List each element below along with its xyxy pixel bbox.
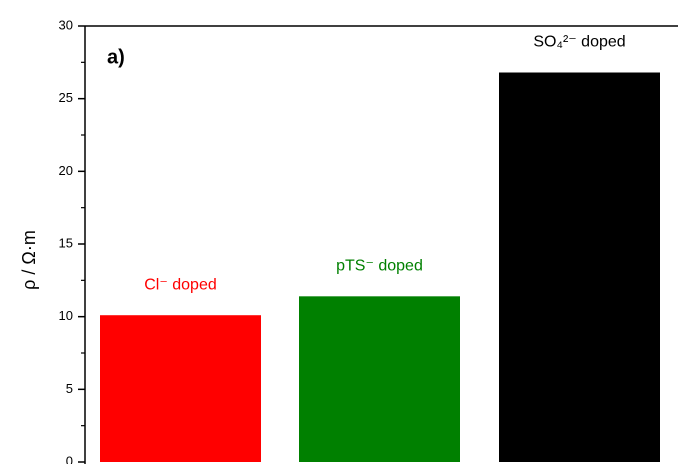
y-tick-label: 15: [59, 235, 73, 250]
bar-label: Cl⁻ doped: [144, 276, 217, 293]
bar: [499, 72, 660, 463]
bar: [100, 315, 261, 462]
bar-label: pTS⁻ doped: [336, 258, 423, 275]
y-axis-label: ρ / Ω·m: [19, 230, 39, 290]
panel-label: a): [107, 46, 125, 68]
y-tick-label: 30: [59, 17, 73, 32]
y-tick-label: 25: [59, 90, 73, 105]
bar: [299, 296, 460, 462]
y-tick-label: 20: [59, 163, 73, 178]
y-tick-label: 5: [66, 381, 73, 396]
bar-label: SO₄²⁻ doped: [533, 34, 625, 51]
y-tick-label: 0: [66, 453, 73, 464]
y-tick-label: 10: [59, 308, 73, 323]
